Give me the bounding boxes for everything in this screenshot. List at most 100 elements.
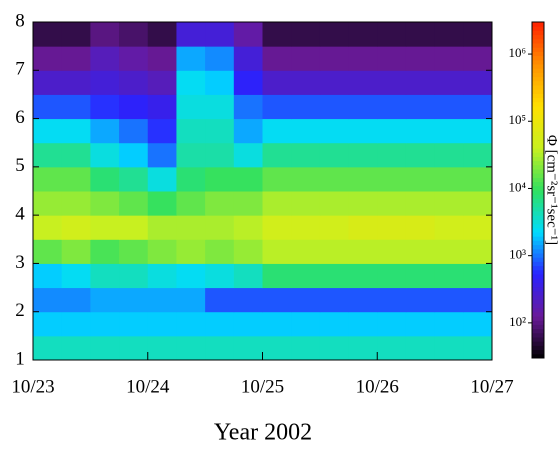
heatmap-cell: [405, 263, 436, 289]
colorbar-segment: [532, 316, 544, 321]
heatmap-cell: [233, 22, 263, 47]
colorbar-segment: [532, 295, 544, 300]
heatmap-cell: [319, 215, 350, 240]
colorbar-segment: [532, 22, 544, 27]
colorbar-segment: [532, 89, 544, 94]
heatmap-cell: [90, 70, 120, 95]
heatmap-cell: [176, 311, 206, 337]
heatmap-cell: [463, 287, 493, 313]
heatmap-cell: [61, 118, 91, 144]
heatmap-cell: [233, 70, 263, 95]
colorbar-tick-label: 10³: [509, 247, 526, 262]
heatmap-cell: [319, 94, 350, 120]
heatmap-cell: [319, 239, 350, 264]
heatmap-cell: [147, 22, 177, 47]
heatmap-cell: [262, 311, 292, 337]
heatmap-cell: [90, 166, 120, 192]
heatmap-cell: [348, 191, 378, 216]
heatmap-cell: [176, 215, 206, 240]
heatmap-cell: [205, 94, 235, 120]
heatmap-cell: [405, 335, 436, 361]
heatmap-cell: [434, 94, 464, 120]
heatmap-cell: [262, 70, 292, 95]
heatmap-cell: [176, 287, 206, 313]
heatmap-cell: [262, 335, 292, 361]
heatmap-cell: [405, 215, 436, 240]
heatmap-cell: [61, 191, 91, 216]
heatmap-cell: [291, 239, 321, 264]
heatmap-cell: [405, 142, 436, 168]
heatmap-cell: [319, 70, 350, 95]
colorbar-segment: [532, 30, 544, 36]
y-tick-label: 1: [15, 348, 25, 369]
heatmap-cell: [291, 215, 321, 240]
heatmap-cell: [33, 70, 63, 95]
heatmap-cell: [33, 311, 63, 337]
heatmap-cell: [176, 118, 206, 144]
heatmap-cell: [348, 335, 378, 361]
colorbar-tick-label: 10⁶: [508, 45, 526, 60]
heatmap-cell: [348, 263, 378, 289]
colorbar-segment: [532, 80, 544, 86]
heatmap-cell: [463, 22, 493, 47]
heatmap-cell: [377, 215, 407, 240]
heatmap-cell: [319, 311, 350, 337]
heatmap-cell: [262, 239, 292, 264]
heatmap-cell: [147, 263, 177, 289]
x-tick-label: 10/25: [241, 376, 284, 397]
y-tick-label: 6: [15, 107, 25, 128]
heatmap-cell: [434, 191, 464, 216]
heatmap-cell: [119, 166, 149, 192]
heatmap-cell: [377, 70, 407, 95]
heatmap-cell: [319, 191, 350, 216]
heatmap-cell: [176, 46, 206, 71]
x-tick-label: 10/24: [126, 376, 170, 397]
heatmap-cell: [319, 263, 350, 289]
colorbar-label: Φ [cm⁻²sr⁻¹sec⁻¹]: [544, 135, 558, 245]
colorbar-segment: [532, 93, 544, 99]
heatmap-cell: [90, 215, 120, 240]
heatmap-cell: [205, 335, 235, 361]
heatmap-cell: [405, 287, 436, 313]
heatmap-cell: [319, 142, 350, 168]
heatmap-cell: [119, 118, 149, 144]
colorbar-segment: [532, 106, 544, 111]
heatmap-cell: [291, 22, 321, 47]
heatmap-cell: [90, 335, 120, 361]
heatmap-cell: [405, 239, 436, 264]
heatmap-cell: [147, 287, 177, 313]
colorbar-segment: [532, 97, 544, 103]
colorbar-segment: [532, 269, 544, 275]
colorbar-segment: [532, 223, 544, 229]
heatmap-cell: [176, 166, 206, 192]
heatmap-cell: [348, 142, 378, 168]
heatmap-cell: [348, 239, 378, 264]
heatmap-cell: [33, 215, 63, 240]
heatmap-cell: [233, 118, 263, 144]
colorbar-segment: [532, 185, 544, 191]
heatmap-cell: [262, 46, 292, 71]
heatmap-cell: [348, 70, 378, 95]
heatmap-cell: [291, 191, 321, 216]
colorbar-segment: [532, 265, 544, 271]
heatmap-cell: [233, 142, 263, 168]
y-tick-label: 7: [15, 59, 25, 80]
colorbar-segment: [532, 160, 544, 166]
colorbar-segment: [532, 286, 544, 292]
heatmap-cell: [205, 22, 235, 47]
colorbar-segment: [532, 337, 544, 342]
heatmap-cell: [233, 263, 263, 289]
heatmap-cell: [319, 166, 350, 192]
heatmap-cell: [348, 166, 378, 192]
heatmap-cell: [61, 46, 91, 71]
heatmap-cell: [319, 118, 350, 144]
heatmap-cell: [176, 70, 206, 95]
colorbar-segment: [532, 114, 544, 120]
heatmap-cell: [405, 166, 436, 192]
heatmap-cell: [205, 166, 235, 192]
colorbar-segment: [532, 43, 544, 48]
heatmap-cell: [377, 94, 407, 120]
heatmap-cell: [434, 311, 464, 337]
heatmap-cell: [205, 70, 235, 95]
heatmap-cell: [291, 70, 321, 95]
